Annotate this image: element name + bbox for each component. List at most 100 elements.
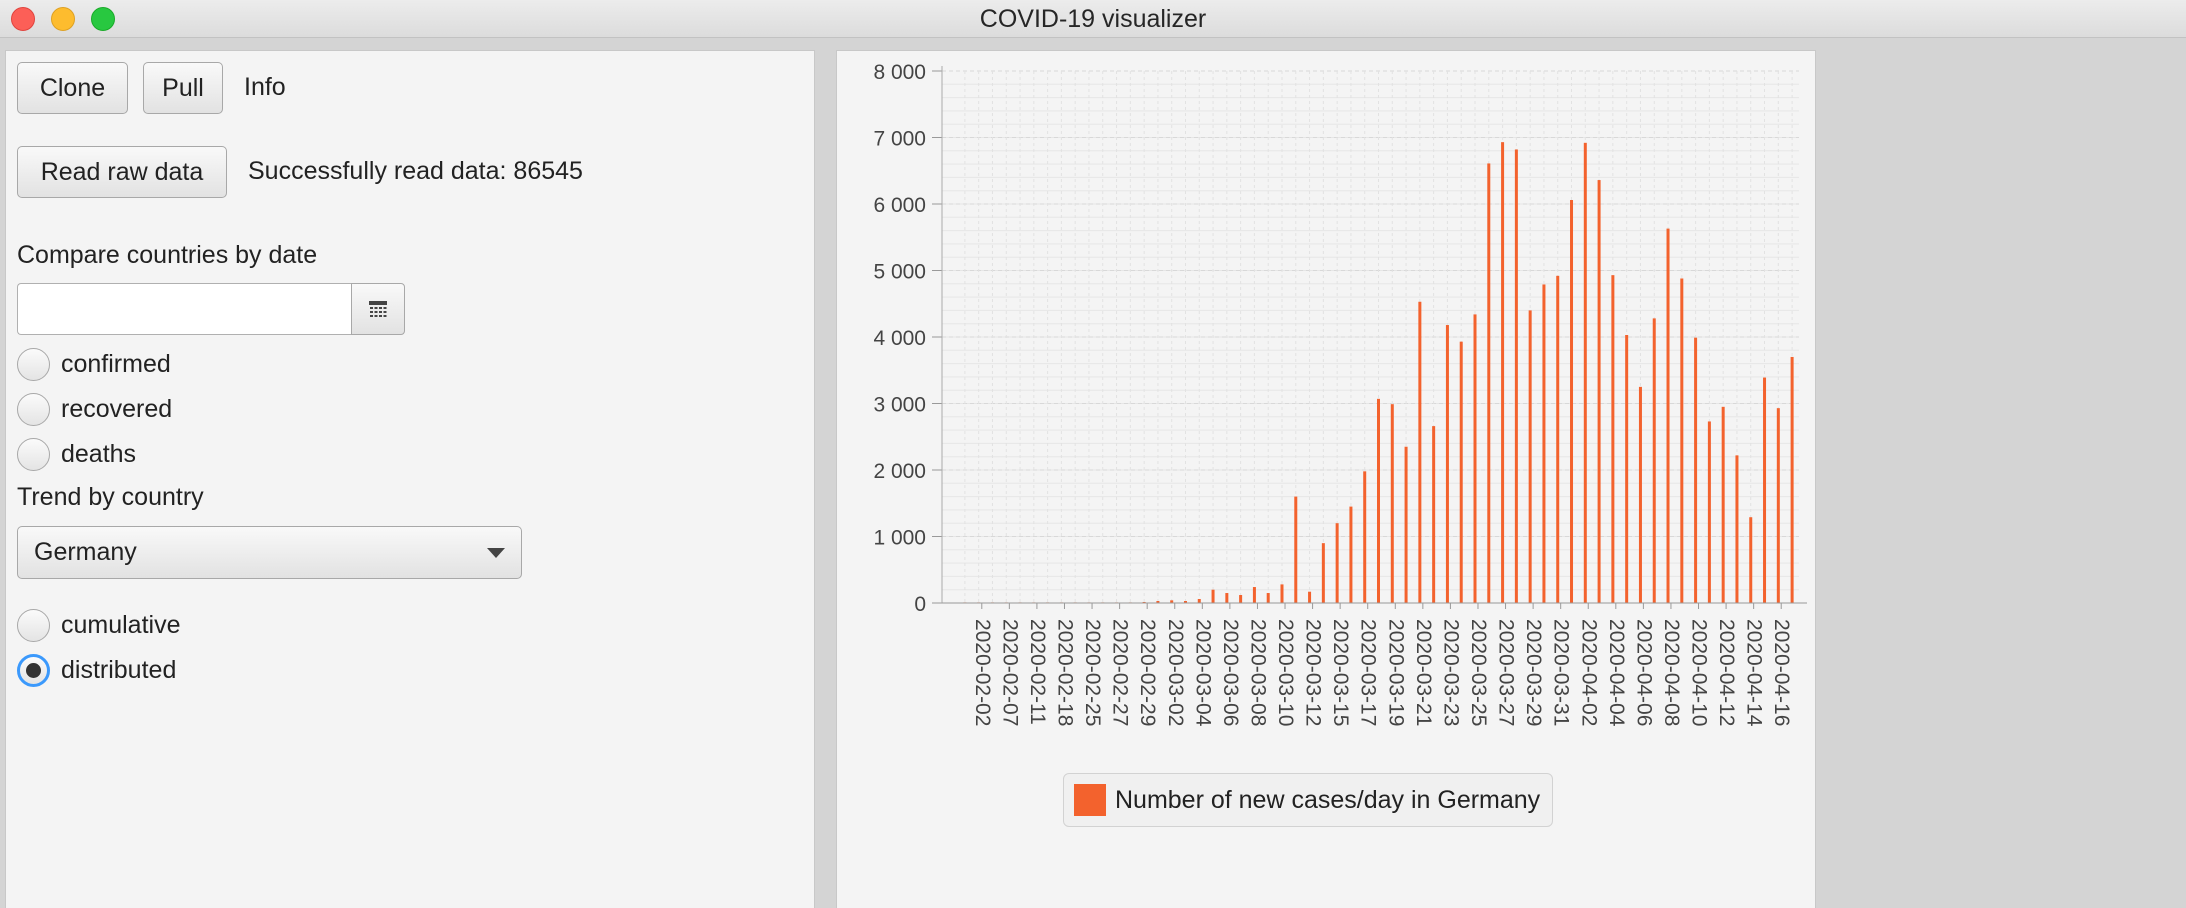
maximize-window-button[interactable] <box>91 7 115 31</box>
x-tick-label: 2020-04-12 <box>1715 619 1738 726</box>
y-tick-label: 2 000 <box>873 460 926 483</box>
bar <box>1611 275 1615 603</box>
radio-label: recovered <box>61 394 173 423</box>
close-window-button[interactable] <box>11 7 35 31</box>
bar <box>1487 163 1491 603</box>
y-tick-label: 8 000 <box>873 61 926 84</box>
bar <box>1459 341 1463 603</box>
x-tick-label: 2020-03-23 <box>1439 619 1462 726</box>
bar <box>1404 446 1408 603</box>
chevron-down-icon <box>487 547 505 558</box>
radio-button[interactable] <box>17 392 50 426</box>
radio-deaths[interactable]: deaths <box>17 435 136 473</box>
legend-swatch <box>1074 784 1106 816</box>
x-tick-label: 2020-02-07 <box>998 619 1021 726</box>
date-input[interactable] <box>17 283 357 335</box>
chart-panel: 0 1 000 2 000 3 000 4 000 5 000 6 000 7 000 8 00… <box>836 50 1816 908</box>
read-raw-data-button[interactable]: Read raw data <box>17 146 227 198</box>
bar <box>1652 318 1656 603</box>
window-title: COVID-19 visualizer <box>979 5 1207 33</box>
x-tick-label: 2020-03-29 <box>1522 619 1545 726</box>
x-tick-label: 2020-02-27 <box>1109 619 1132 726</box>
compare-heading: Compare countries by date <box>17 241 318 269</box>
chart-legend: Number of new cases/day in Germany <box>1063 773 1554 827</box>
x-tick-label: 2020-04-10 <box>1688 619 1711 726</box>
pull-button[interactable]: Pull <box>143 62 223 114</box>
grid-lines <box>942 70 1799 604</box>
y-tick-label: 4 000 <box>873 327 926 350</box>
radio-label: confirmed <box>61 349 171 378</box>
radio-distributed[interactable]: distributed <box>17 651 176 689</box>
radio-recovered[interactable]: recovered <box>17 390 172 428</box>
radio-button[interactable] <box>17 608 50 642</box>
minimize-window-button[interactable] <box>51 7 75 31</box>
radio-button[interactable] <box>17 347 50 381</box>
bar <box>1514 149 1518 603</box>
bar <box>1377 398 1380 603</box>
trend-heading: Trend by country <box>17 483 204 511</box>
bar <box>1501 142 1505 603</box>
x-tick-label: 2020-04-02 <box>1577 619 1600 726</box>
y-axis: 0 1 000 2 000 3 000 4 000 5 000 6 000 7 000 8 00… <box>873 61 943 616</box>
x-tick-label: 2020-03-15 <box>1329 619 1352 726</box>
bar <box>1239 595 1243 603</box>
bar <box>1156 601 1160 603</box>
y-tick-label: 1 000 <box>873 527 926 550</box>
clone-button[interactable]: Clone <box>17 62 128 114</box>
y-tick-label: 5 000 <box>873 261 926 284</box>
x-tick-label: 2020-02-25 <box>1081 619 1104 726</box>
x-tick-label: 2020-03-12 <box>1302 619 1325 726</box>
x-tick-label: 2020-04-06 <box>1632 619 1655 726</box>
bar <box>1363 471 1367 603</box>
bar <box>1280 584 1284 603</box>
x-tick-label: 2020-04-08 <box>1660 619 1683 726</box>
bars <box>963 142 1794 604</box>
x-tick-label: 2020-03-27 <box>1495 619 1518 726</box>
date-picker-button[interactable] <box>351 283 405 335</box>
bar <box>1776 408 1780 603</box>
bar <box>1473 314 1477 603</box>
x-tick-label: 2020-03-31 <box>1550 619 1573 726</box>
x-tick-label: 2020-03-21 <box>1412 619 1435 726</box>
radio-cumulative[interactable]: cumulative <box>17 606 181 644</box>
radio-button[interactable] <box>17 437 50 471</box>
x-tick-label: 2020-03-06 <box>1219 619 1242 726</box>
bar-chart: 0 1 000 2 000 3 000 4 000 5 000 6 000 7 000 8 00… <box>873 61 1807 727</box>
bar <box>1694 337 1698 603</box>
radio-label: cumulative <box>61 610 181 639</box>
info-text: Info <box>244 73 286 101</box>
x-tick-label: 2020-04-04 <box>1605 619 1628 727</box>
radio-confirmed[interactable]: confirmed <box>17 345 171 383</box>
title-bar: COVID-19 visualizer <box>0 0 2186 38</box>
bar <box>1252 587 1256 603</box>
bar <box>1790 356 1794 603</box>
radio-button-checked[interactable] <box>17 653 50 687</box>
x-tick-label: 2020-03-10 <box>1274 619 1297 726</box>
bar <box>1735 455 1739 603</box>
status-text: Successfully read data: 86545 <box>248 157 583 185</box>
x-tick-label: 2020-03-02 <box>1164 619 1187 726</box>
bar <box>1707 421 1711 603</box>
bar <box>1597 180 1601 603</box>
bar <box>1556 275 1560 603</box>
bar <box>1583 142 1587 603</box>
radio-label: distributed <box>61 655 177 684</box>
x-tick-label: 2020-03-17 <box>1357 619 1380 726</box>
bar <box>1763 377 1767 603</box>
bar <box>1321 543 1325 603</box>
bar <box>1211 589 1215 603</box>
bar <box>1625 335 1629 603</box>
y-tick-label: 6 000 <box>873 194 926 217</box>
bar <box>1570 200 1574 603</box>
bar <box>1349 506 1353 603</box>
bar <box>1225 593 1229 603</box>
legend-label: Number of new cases/day in Germany <box>1115 785 1541 814</box>
country-select[interactable]: Germany <box>17 526 522 579</box>
bar <box>1197 599 1201 603</box>
calendar-icon <box>369 300 387 317</box>
controls-panel: Clone Pull Info Read raw data Successful… <box>5 50 815 908</box>
x-tick-label: 2020-04-14 <box>1743 619 1766 727</box>
bar <box>1308 591 1312 603</box>
x-tick-label: 2020-03-04 <box>1191 619 1214 727</box>
bar <box>1418 301 1422 603</box>
